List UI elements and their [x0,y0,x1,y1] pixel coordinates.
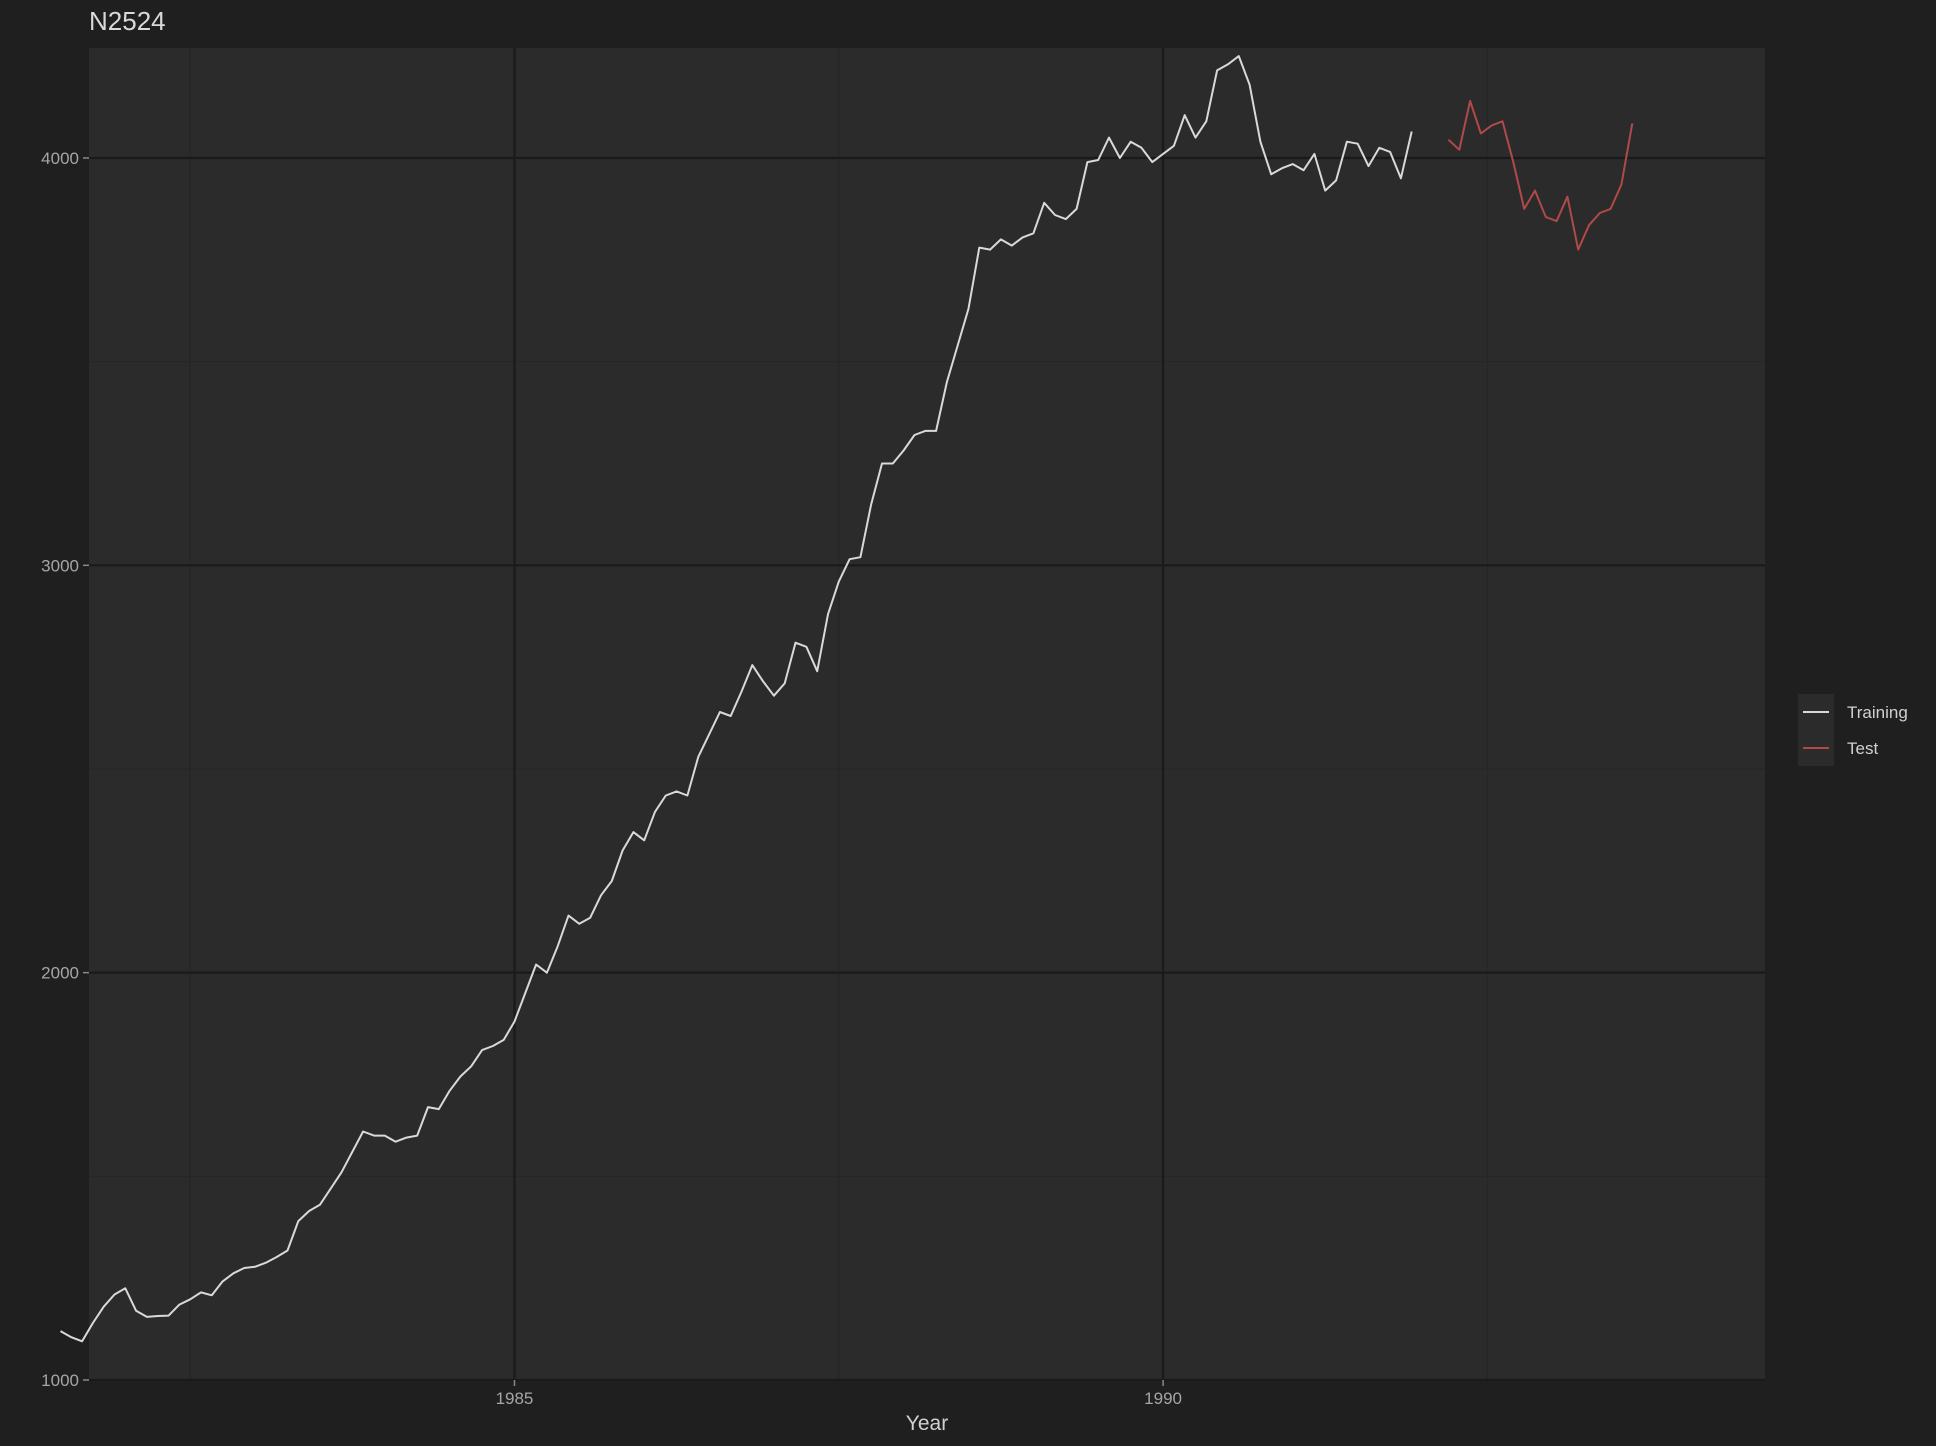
plot-panel [89,48,1765,1380]
legend-key-background [1798,694,1834,766]
series-line-test [1447,100,1634,251]
series-line-training [60,55,1413,1343]
y-tick-label: 1000 [41,1371,79,1390]
y-axis: 1000 2000 3000 4000 [41,149,89,1390]
legend: Training Test [1798,694,1908,766]
legend-label-training: Training [1847,703,1908,722]
y-tick-label: 3000 [41,556,79,575]
y-tick-label: 4000 [41,149,79,168]
major-gridlines [89,48,1765,1382]
minor-gridlines [89,48,1765,1380]
x-tick-label: 1990 [1144,1389,1182,1408]
series-lines [60,55,1634,1343]
legend-label-test: Test [1847,739,1878,758]
x-axis: 1985 1990 [496,1380,1182,1408]
y-tick-label: 2000 [41,964,79,983]
chart-title: N2524 [89,6,166,36]
x-axis-title: Year [906,1412,948,1435]
x-tick-label: 1985 [496,1389,534,1408]
